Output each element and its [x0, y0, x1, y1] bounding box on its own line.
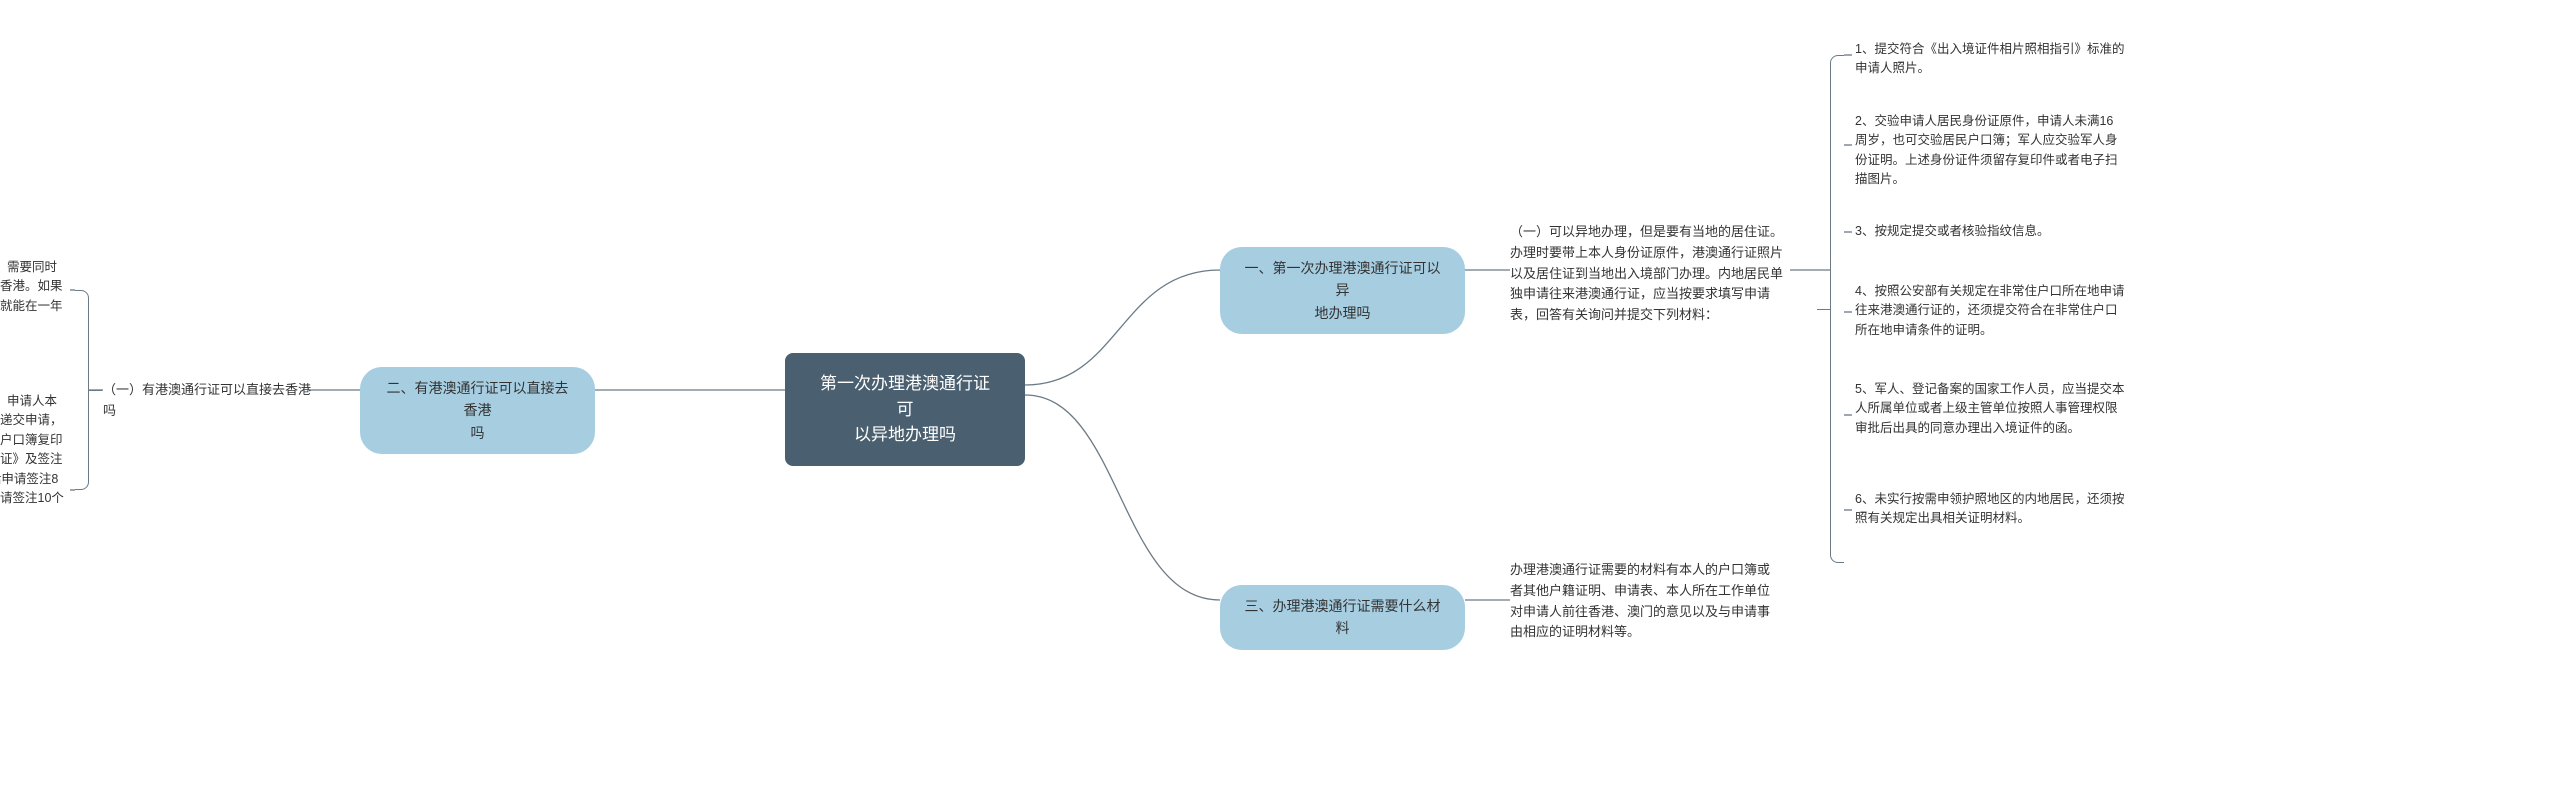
branch-3-label: 三、办理港澳通行证需要什么材料: [1245, 598, 1441, 636]
b1-leaf-3: 3、按规定提交或者核验指纹信息。: [1855, 222, 2049, 241]
bracket-b1-leaves: [1830, 55, 1844, 563]
bracket-b2-leaves: [75, 290, 89, 490]
b1-leaf-5: 5、军人、登记备案的国家工作人员，应当提交本人所属单位或者上级主管单位按照人事管…: [1855, 380, 2125, 438]
branch-1: 一、第一次办理港澳通行证可以异 地办理吗: [1220, 247, 1465, 334]
b1-leaf-2: 2、交验申请人居民身份证原件，申请人未满16周岁，也可交验居民户口簿；军人应交验…: [1855, 112, 2125, 190]
b1-leaf-6: 6、未实行按需申领护照地区的内地居民，还须按照有关规定出具相关证明材料。: [1855, 490, 2125, 529]
root-title-line2: 以异地办理吗: [854, 425, 956, 444]
branch-2-label-2: 吗: [471, 425, 485, 441]
branch-1-label-2: 地办理吗: [1315, 305, 1371, 321]
branch-2: 二、有港澳通行证可以直接去香港 吗: [360, 367, 595, 454]
b1-leaf-4: 4、按照公安部有关规定在非常住户口所在地申请往来港澳通行证的，还须提交符合在非常…: [1855, 282, 2125, 340]
branch-2-label-1: 二、有港澳通行证可以直接去香港: [387, 380, 569, 418]
b2-leaf-2: 2、首次申请往来港澳通行证和签注，申请人本人要到当地公安分局出入境办证大厅递交申…: [0, 392, 65, 528]
b1-leaf-1: 1、提交符合《出入境证件相片照相指引》标准的申请人照片。: [1855, 40, 2125, 79]
branch-1-sub-1: （一）可以异地办理，但是要有当地的居住证。办理时要带上本人身份证原件，港澳通行证…: [1510, 222, 1790, 326]
mindmap-root: 第一次办理港澳通行证可 以异地办理吗: [785, 353, 1025, 466]
root-title-line1: 第一次办理港澳通行证可: [820, 374, 990, 419]
branch-3: 三、办理港澳通行证需要什么材料: [1220, 585, 1465, 650]
branch-2-sub-1: （一）有港澳通行证可以直接去香港吗: [103, 380, 313, 422]
b2-leaf-1: 1、有港澳通行证不可以直接去香港。需要同时办理了港澳通行证签注之后才能够去香港。…: [0, 258, 65, 336]
branch-1-label-1: 一、第一次办理港澳通行证可以异: [1245, 260, 1441, 298]
branch-3-sub-1: 办理港澳通行证需要的材料有本人的户口簿或者其他户籍证明、申请表、本人所在工作单位…: [1510, 560, 1780, 643]
